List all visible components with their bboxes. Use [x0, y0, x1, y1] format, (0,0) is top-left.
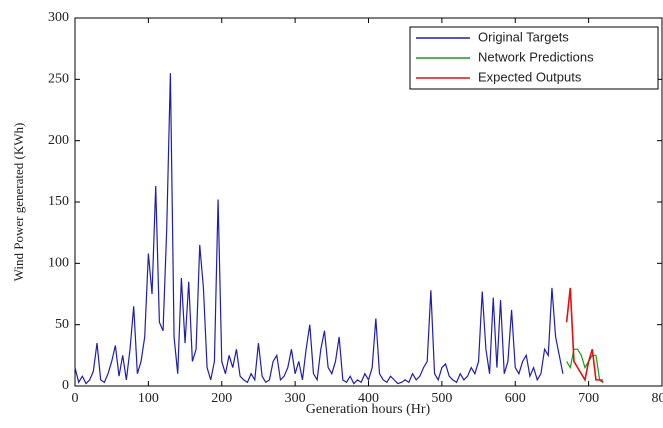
x-tick-label: 700 [578, 391, 599, 406]
series-line [566, 348, 604, 381]
y-tick-label: 0 [62, 378, 69, 393]
x-tick-label: 200 [211, 391, 232, 406]
x-tick-label: 800 [652, 391, 663, 406]
y-tick-label: 50 [55, 317, 69, 332]
series-line [74, 73, 564, 385]
series-line [565, 287, 604, 383]
x-tick-label: 300 [285, 391, 306, 406]
y-tick-label: 150 [48, 194, 69, 209]
x-tick-label: 100 [138, 391, 159, 406]
x-tick-label: 400 [358, 391, 379, 406]
legend-label: Original Targets [478, 29, 569, 44]
y-tick-label: 200 [48, 133, 69, 148]
x-tick-label: 0 [72, 391, 79, 406]
x-axis-label: Generation hours (Hr) [306, 402, 431, 417]
legend-label: Expected Outputs [478, 69, 582, 84]
y-axis-label: Wind Power generated (KWh) [11, 123, 26, 282]
y-tick-label: 250 [48, 72, 69, 87]
x-tick-label: 500 [431, 391, 452, 406]
legend-label: Network Predictions [478, 49, 594, 64]
x-tick-label: 600 [505, 391, 526, 406]
y-tick-label: 300 [48, 10, 69, 25]
y-tick-label: 100 [48, 256, 69, 271]
